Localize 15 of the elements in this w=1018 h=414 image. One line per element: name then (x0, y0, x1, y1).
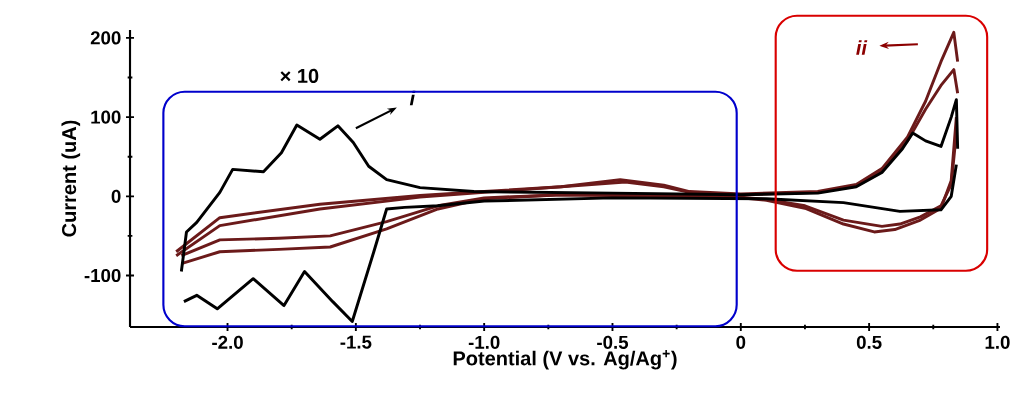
y-tick-label: 100 (91, 110, 121, 124)
x-tick-label: -1.5 (340, 335, 372, 349)
x-axis-title: Potential (V vs. Ag/Ag$^{+}$) (453, 350, 677, 370)
x-tick-label: 0.5 (856, 335, 882, 349)
y-tick-label: -100 (84, 268, 121, 283)
annotation: × 10 (280, 68, 319, 84)
x-tick-label: -2.0 (212, 335, 243, 349)
y-tick-label: 0 (111, 189, 121, 203)
x-tick-label: -1.0 (468, 335, 500, 349)
annotation: ii (856, 40, 868, 55)
x-tick-label: 0 (736, 335, 746, 349)
y-tick-label: 200 (90, 31, 121, 45)
x-tick-label: -0.5 (597, 335, 629, 349)
x-tick-label: 1.0 (985, 335, 1010, 349)
y-axis-title: Current (uA) (61, 120, 81, 237)
